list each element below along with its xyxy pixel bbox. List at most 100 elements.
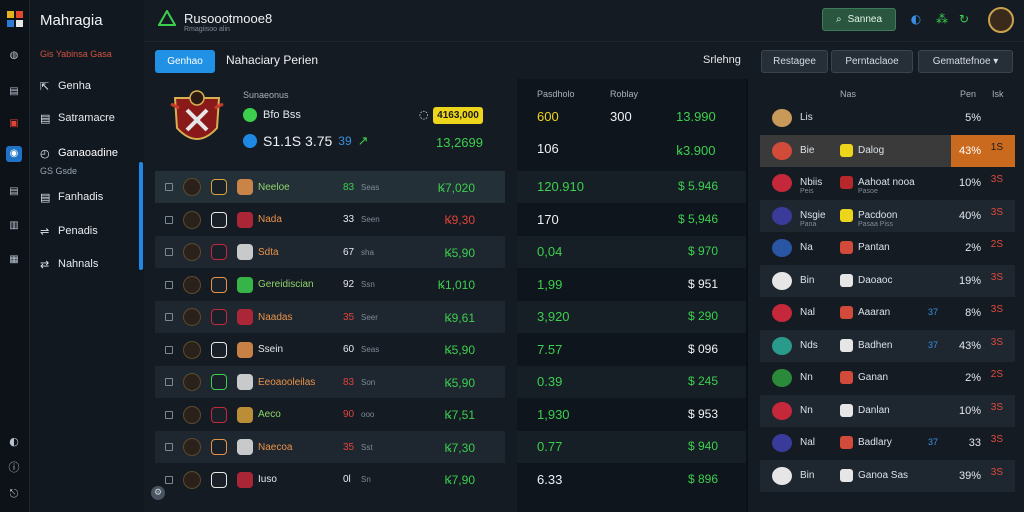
avatar[interactable] (988, 7, 1014, 33)
settings-icon[interactable]: ◌ (419, 108, 429, 121)
stats-row[interactable]: 0,04 $ 970 (517, 236, 746, 268)
filter-button-perntaclaoe[interactable]: Perntaclaoe (831, 50, 913, 73)
team-logo-icon (772, 206, 792, 225)
stats-row[interactable]: 0.77 $ 940 (517, 431, 746, 463)
standings-row[interactable]: Nds Badhen 37 43% 3S (760, 329, 1015, 362)
stats-row[interactable]: 170 $ 5,946 (517, 204, 746, 236)
row-number: 90 (343, 409, 355, 420)
standings-extra: 37 (928, 437, 939, 447)
featured-value: 13,2699 (436, 135, 483, 150)
row-checkbox[interactable] (165, 248, 173, 256)
standings-percent: 33 (968, 437, 981, 449)
standings-row[interactable]: Nn Danlan 10% 3S (760, 394, 1015, 427)
document-icon: ▤ (40, 111, 51, 125)
sidebar-item-ganaoadine[interactable]: ◴ Ganaoadine (30, 142, 144, 164)
kit-icon (237, 211, 253, 228)
club-badge-icon (840, 273, 853, 287)
standings-row[interactable]: Bin Ganoa Sas 39% 3S (760, 459, 1015, 492)
row-checkbox[interactable] (165, 313, 173, 321)
row-sub: Seen (361, 215, 380, 224)
club-badge-icon (211, 211, 227, 228)
sidebar-item-fanhadis[interactable]: ▤ Fanhadis (30, 186, 144, 208)
row-checkbox[interactable] (165, 475, 173, 484)
standings-opponent: Badhen (858, 339, 893, 351)
exit-icon[interactable]: ⎋ (9, 487, 19, 500)
sidebar-item-satramacre[interactable]: ▤ Satramacre (30, 107, 144, 129)
row-checkbox[interactable] (165, 345, 173, 354)
row-sub: Seer (361, 312, 378, 322)
standings-row[interactable]: Bin Daoaoc 19% 3S (760, 264, 1015, 297)
kit-icon (237, 341, 253, 358)
table-row[interactable]: Naadas 35 Seer Ꝃ9,61 (155, 301, 505, 333)
table-row[interactable]: Iuso 0l Sn Ꝃ7,90 (155, 464, 505, 496)
chart-icon[interactable]: ◉ (6, 146, 22, 162)
sidebar-item-nahnals[interactable]: ⇄ Nahnals (30, 253, 144, 275)
stats-price: $ 5.946 (677, 179, 718, 193)
team-logo-icon (183, 210, 201, 229)
sidebar-item-penadis[interactable]: ⇌ Penadis (30, 220, 144, 242)
stats-row[interactable]: 3,920 $ 290 (517, 301, 746, 333)
table-row[interactable]: Naecoa 35 Sst Ꝃ7,30 (155, 431, 505, 463)
row-checkbox[interactable] (165, 280, 173, 289)
kit-icon (237, 374, 253, 390)
table-row[interactable]: Gereidiscian 92 Ssn Ꝃ1,010 (155, 269, 505, 301)
inbox-icon[interactable]: ▥ (9, 220, 19, 231)
stats-row[interactable]: 1,930 $ 953 (517, 399, 746, 431)
row-sub: Seas (361, 345, 380, 354)
sidebar-item-genha[interactable]: ⇱ Genha (30, 75, 144, 97)
document-icon[interactable]: ▤ (9, 186, 19, 197)
standings-row[interactable]: Bie Dalog 43% 1S (760, 134, 1015, 167)
standings-percent: 2% (965, 372, 981, 384)
stats-price: $ 245 (687, 374, 718, 388)
stats-row[interactable]: 1,99 $ 951 (517, 269, 746, 301)
calendar-icon[interactable]: ▦ (9, 254, 19, 265)
standings-row[interactable]: Lis 5% (760, 102, 1015, 134)
standings-row[interactable]: Na Pantan 2% 2S (760, 232, 1015, 264)
standings-row[interactable]: Nsgie Pana Pacdoon Pasaa Piss 40% 3S (760, 199, 1015, 232)
tab-genhao[interactable]: Genhao (155, 50, 215, 73)
standings-row[interactable]: Nal Badlary 37 33 3S (760, 427, 1015, 459)
table-row[interactable]: Eeoaooleilas 83 Son Ꝃ5,90 (155, 366, 505, 398)
flag-icon[interactable]: ▣ (9, 118, 19, 129)
row-checkbox[interactable] (165, 443, 173, 451)
filter-dropdown[interactable]: Gemattefnoe ▾ (918, 50, 1013, 73)
search-button-label: Sannea (847, 14, 883, 25)
row-checkbox[interactable] (165, 378, 173, 386)
stats-row[interactable]: 0.39 $ 245 (517, 366, 746, 398)
table-row[interactable]: Sdta 67 sha Ꝃ5,90 (155, 236, 505, 268)
trend-up-icon: ↗ (357, 133, 369, 149)
standings-row[interactable]: Nbiis Peis Aahoat nooa Pasoe 10% 3S (760, 167, 1015, 199)
team-logo-icon (183, 438, 201, 456)
table-row[interactable]: Ssein 60 Seas Ꝃ5,90 (155, 334, 505, 366)
document-icon[interactable]: ▤ (9, 86, 19, 97)
standings-percent: 8% (965, 307, 981, 319)
table-row[interactable]: Nada 33 Seen Ꝃ9,30 (155, 204, 505, 236)
stats-row[interactable]: 6.33 $ 896 (517, 464, 746, 496)
filter-button-restagee[interactable]: Restagee (761, 50, 828, 73)
stats-row[interactable]: 120.910 $ 5.946 (517, 171, 746, 203)
club-badge-icon (840, 468, 853, 482)
row-checkbox[interactable] (165, 183, 173, 191)
row-checkbox[interactable] (165, 410, 173, 419)
kit-icon (237, 471, 253, 488)
theme-toggle-icon[interactable]: ◐ (910, 12, 922, 26)
stats-header-a: Pasdholo (537, 89, 575, 99)
share-icon[interactable]: ⁂ (936, 12, 948, 26)
table-row[interactable]: Neeloe 83 Seas Ꝃ7,020 (155, 171, 505, 203)
standings-row[interactable]: Nal Aaaran 37 8% 3S (760, 297, 1015, 329)
standings-row[interactable]: Nn Ganan 2% 2S (760, 362, 1015, 394)
help-icon[interactable]: ◐ (9, 435, 19, 448)
standings-percent: 10% (958, 404, 981, 417)
sidebar-scrollbar[interactable] (139, 162, 143, 270)
table-row[interactable]: Aeco 90 ooo Ꝃ7,51 (155, 399, 505, 431)
standings-percent: 10% (958, 177, 981, 189)
settings-icon[interactable]: ⚙ (151, 486, 165, 500)
info-icon[interactable]: ⓘ (8, 461, 20, 474)
chart-icon: ◴ (40, 146, 50, 160)
refresh-icon[interactable]: ↻ (958, 12, 970, 26)
stats-row[interactable]: 7.57 $ 096 (517, 334, 746, 366)
row-checkbox[interactable] (165, 215, 173, 224)
search-button[interactable]: ⌕ Sannea (822, 8, 896, 31)
globe-icon[interactable]: ◍ (9, 50, 19, 61)
row-number: 83 (343, 181, 355, 193)
